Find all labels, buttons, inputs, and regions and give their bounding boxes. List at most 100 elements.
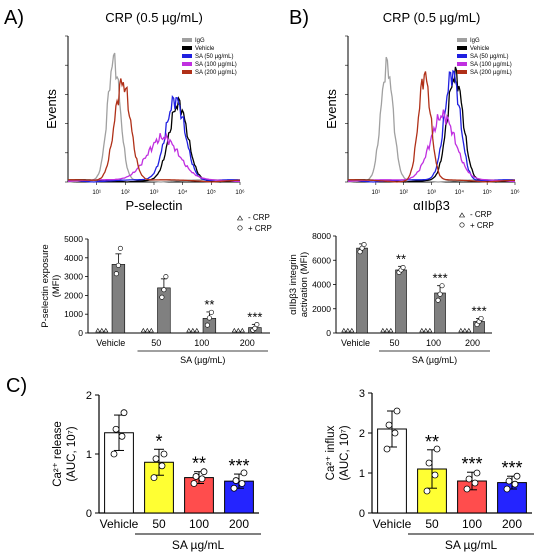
legend-swatch [182, 46, 192, 50]
category-label: Vehicle [341, 338, 370, 348]
category-label: 50 [152, 517, 166, 531]
calcium-release-chart: 0 1 2 Vehicle * 50 ** 100 *** 200 SA µg/mL Ca²⁺ rel… [52, 390, 261, 552]
data-point [150, 474, 158, 482]
legend-label: SA (100 µg/mL) [470, 62, 512, 68]
legend-label: SA (100 µg/mL) [195, 62, 237, 68]
data-point-minus-crp [99, 327, 105, 333]
x-tick-label: 10¹ [92, 190, 101, 196]
histogram-curve [68, 95, 241, 183]
data-point-plus-crp [435, 297, 441, 303]
data-point [391, 429, 399, 437]
legend-label: SA (200 µg/mL) [470, 70, 512, 76]
legend-label: SA (50 µg/mL) [470, 54, 508, 60]
x-axis-label: αIIbβ3 [413, 198, 450, 213]
x-tick-label: 10⁵ [207, 189, 217, 196]
data-point [232, 477, 240, 484]
data-point-plus-crp [208, 309, 214, 315]
data-point [240, 469, 248, 477]
data-point [471, 479, 479, 487]
legend-triangle [236, 215, 244, 221]
data-point-minus-crp [103, 327, 109, 333]
significance-marker: *** [471, 303, 486, 318]
integrin-bar-chart: 0 2000 4000 6000 8000 Vehicle ** 50 *** 100 *** 200… [288, 210, 494, 365]
data-point [433, 445, 441, 453]
legend-swatch [182, 54, 192, 58]
data-point-minus-crp [190, 327, 196, 333]
data-point-minus-crp [186, 327, 192, 333]
data-point-minus-crp [239, 327, 245, 333]
significance-marker: *** [501, 458, 522, 478]
data-point [152, 455, 160, 463]
panel-label-a: A) [4, 7, 24, 29]
y-axis-label: Ca²⁺ release [52, 421, 64, 487]
data-point [118, 432, 126, 440]
data-point-minus-crp [384, 327, 390, 333]
legend-swatch [457, 62, 467, 66]
data-point-plus-crp [439, 283, 445, 289]
histogram-title: CRP (0.5 µg/mL) [105, 10, 203, 25]
significance-marker: * [155, 431, 162, 451]
data-point [511, 480, 519, 488]
legend-triangle [458, 212, 466, 218]
y-tick-label: 5000 [64, 234, 83, 244]
category-label: Vehicle [100, 517, 139, 531]
data-point [393, 407, 401, 415]
data-point-plus-crp [478, 315, 484, 321]
legend-label: - CRP [470, 210, 492, 219]
data-point-minus-crp [462, 327, 468, 333]
legend-circle [237, 225, 243, 231]
significance-marker: *** [228, 456, 249, 476]
legend-label: SA (50 µg/mL) [195, 54, 233, 60]
legend-label: IgG [195, 38, 205, 44]
data-point-plus-crp [117, 245, 123, 251]
y-tick-label: 4000 [64, 253, 83, 263]
data-point [110, 450, 118, 458]
bar-plus-crp [157, 287, 171, 334]
data-point-minus-crp [423, 327, 429, 333]
y-axis-label: (MFI) [51, 275, 62, 298]
y-axis-label: Ca²⁺ influx [325, 425, 337, 480]
data-point [112, 425, 120, 433]
y-tick-label: 6000 [312, 255, 331, 265]
data-point-minus-crp [231, 327, 237, 333]
y-tick-label: 0 [359, 508, 365, 520]
data-point-plus-crp [400, 265, 406, 271]
category-label: 200 [502, 517, 522, 531]
legend-swatch [182, 62, 192, 66]
category-label: 100 [194, 338, 209, 348]
significance-marker: *** [432, 271, 447, 286]
histogram-title: CRP (0.5 µg/mL) [383, 10, 481, 25]
x-tick-label: 10³ [427, 190, 436, 196]
data-point-plus-crp [252, 325, 258, 331]
category-label: 100 [426, 338, 441, 348]
data-point-plus-crp [206, 315, 212, 321]
data-point [505, 477, 513, 485]
legend-label: IgG [470, 38, 480, 44]
data-point-plus-crp [361, 241, 367, 247]
x-axis-label: SA (µg/mL) [180, 355, 225, 365]
category-label: 100 [189, 517, 209, 531]
p-selectin-bar-chart: 0 1000 2000 3000 4000 5000 Vehicle 50 ** 100 *** 20… [40, 213, 272, 365]
data-point [513, 472, 521, 480]
data-point-minus-crp [349, 327, 355, 333]
category-label: 200 [240, 338, 255, 348]
data-point-minus-crp [345, 327, 351, 333]
category-label: 50 [425, 517, 439, 531]
data-point [465, 475, 473, 483]
category-label: Vehicle [373, 517, 412, 531]
data-point [160, 450, 168, 458]
data-point-minus-crp [466, 327, 472, 333]
y-tick-label: 3 [359, 388, 365, 400]
data-point-plus-crp [163, 274, 169, 280]
y-tick-label: 2 [359, 428, 365, 440]
y-axis-label: Events [324, 89, 339, 129]
y-tick-label: 3000 [64, 272, 83, 282]
x-axis-label: SA µg/mL [172, 538, 225, 552]
data-point [238, 480, 246, 487]
significance-marker: ** [396, 251, 406, 266]
y-axis-label: Events [44, 89, 59, 129]
category-label: 50 [389, 338, 399, 348]
data-point-minus-crp [144, 327, 150, 333]
y-axis-label: (AUC, 10⁷) [339, 425, 351, 480]
x-tick-label: 10⁵ [483, 189, 493, 196]
